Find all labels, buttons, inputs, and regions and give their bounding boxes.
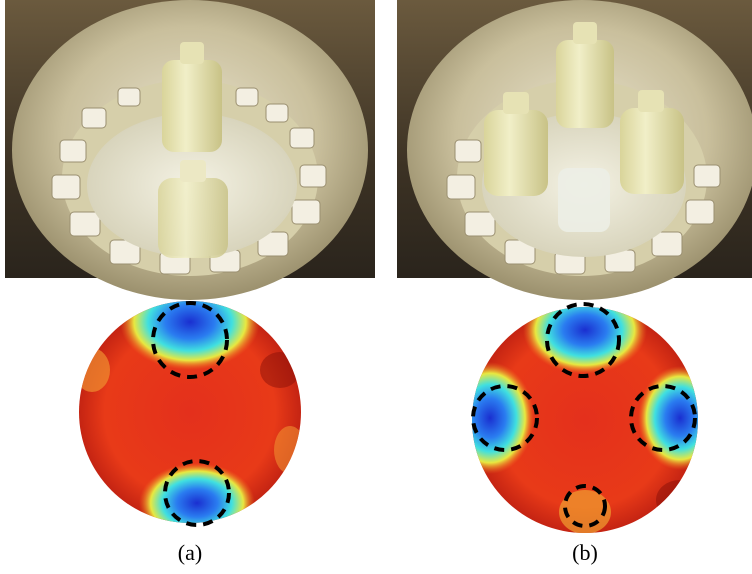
heatmap-b <box>446 286 722 534</box>
panel-label: (a) <box>178 540 202 565</box>
figure: (a) (b) <box>0 0 752 574</box>
photo-a <box>5 0 375 300</box>
photo-b <box>397 0 752 300</box>
heatmap-a <box>74 274 306 543</box>
figure-canvas: (a) (b) <box>0 0 752 574</box>
panel-label: (b) <box>572 540 598 565</box>
